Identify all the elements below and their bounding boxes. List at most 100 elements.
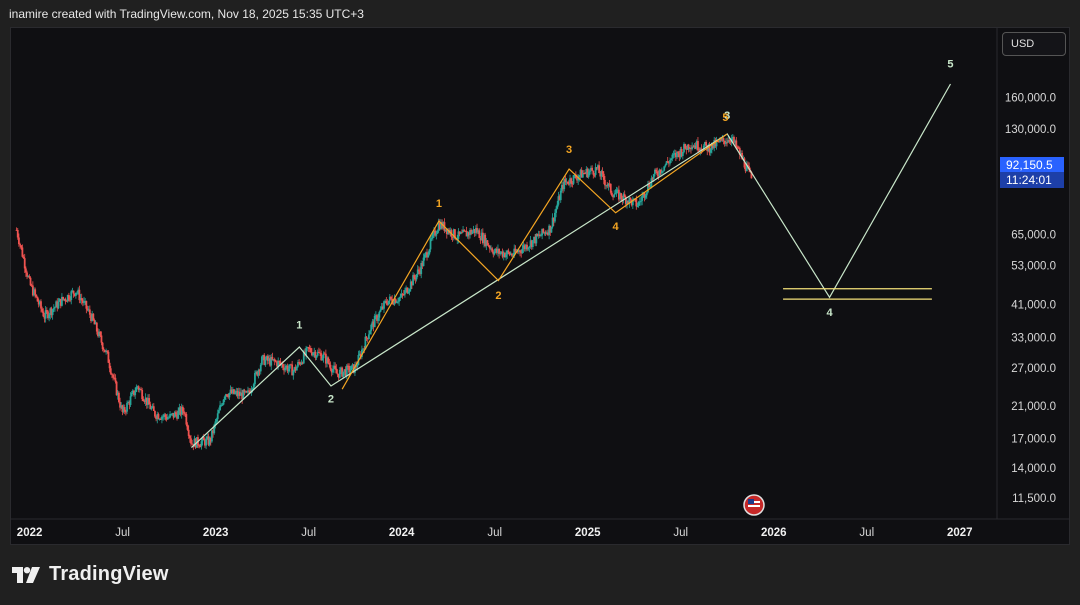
wave-sub-label: 1 xyxy=(436,198,442,210)
candle-body xyxy=(69,299,71,301)
candle-body xyxy=(398,297,401,302)
candle-body xyxy=(724,142,727,144)
candle-body xyxy=(565,181,568,183)
candle-body xyxy=(199,446,202,448)
candle-body xyxy=(673,153,676,155)
candle-body xyxy=(495,248,498,253)
candle-body xyxy=(264,359,267,365)
candle-body xyxy=(340,367,342,370)
time-axis: 2022 Jul 2023 Jul 2024 Jul 2025 Jul 2026 Jul 2027 xyxy=(17,527,973,539)
candle-body xyxy=(284,367,287,371)
candle-body xyxy=(459,232,462,235)
candle-body xyxy=(198,445,201,447)
candle-body xyxy=(15,229,18,231)
candle-body xyxy=(37,301,40,305)
candle-body xyxy=(312,353,314,356)
candle-body xyxy=(737,147,740,149)
candle-body xyxy=(374,315,377,317)
candle-body xyxy=(608,183,611,185)
candle-body xyxy=(291,364,294,376)
candle-body xyxy=(280,364,283,366)
candle-body xyxy=(454,229,456,239)
candle-body xyxy=(599,173,602,177)
candle-body xyxy=(119,401,121,408)
candle-body xyxy=(305,348,308,356)
candle-body xyxy=(750,171,753,179)
us-flag-icon xyxy=(743,494,765,516)
candle-body xyxy=(474,228,477,233)
candle-body xyxy=(427,254,430,258)
candle-body xyxy=(57,301,60,309)
candle-body xyxy=(107,351,110,363)
candle-body xyxy=(215,419,218,422)
tradingview-logo[interactable]: TradingView xyxy=(12,563,169,586)
candle-body xyxy=(430,238,433,240)
candle-body xyxy=(52,308,55,310)
candle-body xyxy=(169,414,171,418)
candle-body xyxy=(201,437,204,442)
candle-body xyxy=(533,236,535,241)
candle-body xyxy=(257,369,260,376)
candle-body xyxy=(236,391,239,396)
candle-body xyxy=(710,142,713,150)
candle-body xyxy=(404,290,406,295)
candle-body xyxy=(251,388,254,390)
candle-body xyxy=(266,356,269,361)
time-tick-label: 2022 xyxy=(17,527,43,539)
candle-body xyxy=(333,365,335,369)
candle-body xyxy=(745,165,748,172)
candle-body xyxy=(744,167,747,172)
candle-body xyxy=(591,167,594,171)
candle-body xyxy=(486,240,489,246)
currency-button[interactable]: USD xyxy=(1002,32,1066,56)
candle-body xyxy=(295,366,298,371)
candle-body xyxy=(628,197,631,204)
candle-body xyxy=(383,301,385,309)
candle-body xyxy=(598,165,601,174)
candle-body xyxy=(587,171,590,178)
candle-body xyxy=(521,248,524,254)
candle-body xyxy=(261,356,263,365)
candle-body xyxy=(594,167,597,175)
wave-main-label: 1 xyxy=(296,320,302,332)
candle-body xyxy=(637,201,640,206)
candle-body xyxy=(472,229,475,232)
candle-body xyxy=(113,377,116,379)
candle-body xyxy=(556,204,559,209)
candle-body xyxy=(234,392,237,394)
candle-body xyxy=(343,369,346,372)
candle-body xyxy=(185,414,188,425)
candle-body xyxy=(671,154,674,159)
candle-body xyxy=(80,298,83,301)
candle-body xyxy=(666,161,669,163)
candles-layer xyxy=(15,134,753,451)
candle-body xyxy=(433,230,435,234)
candle-body xyxy=(231,389,234,394)
candle-body xyxy=(138,389,141,391)
candle-body xyxy=(609,183,612,193)
candle-body xyxy=(464,230,467,232)
candle-body xyxy=(561,185,563,191)
candle-body xyxy=(648,183,651,188)
candle-body xyxy=(278,360,281,362)
candle-body xyxy=(520,252,523,254)
candle-body xyxy=(435,233,438,236)
candle-body xyxy=(649,186,652,188)
candle-body xyxy=(504,252,506,258)
candle-body xyxy=(362,348,364,350)
candle-body xyxy=(224,394,227,397)
candle-body xyxy=(90,314,92,321)
candle-body xyxy=(611,192,613,196)
candle-body xyxy=(290,364,292,366)
candle-body xyxy=(108,362,111,369)
candle-body xyxy=(211,430,213,442)
candle-body xyxy=(63,298,66,300)
candle-body xyxy=(531,240,534,248)
candle-body xyxy=(563,179,566,190)
time-tick-label: Jul xyxy=(487,527,502,539)
candle-body xyxy=(393,298,396,305)
candle-body xyxy=(576,178,578,181)
price-tick-label: 17,000.0 xyxy=(1011,433,1056,445)
